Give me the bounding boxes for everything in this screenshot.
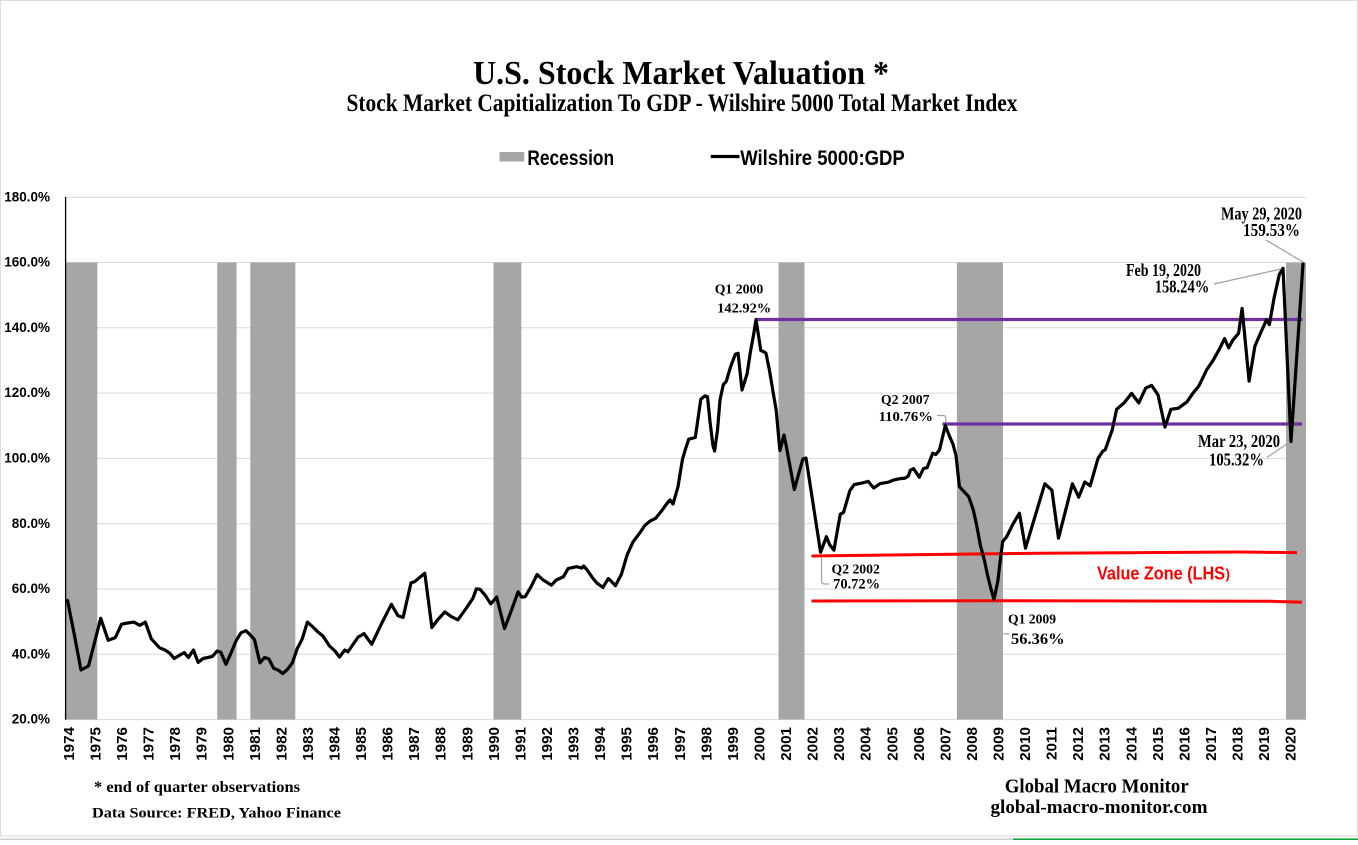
svg-text:2013: 2013 [1097, 727, 1114, 761]
svg-text:): ) [1226, 567, 1231, 582]
svg-text:2011: 2011 [1044, 726, 1061, 760]
svg-text:1974: 1974 [61, 726, 78, 760]
svg-text:* end of quarter observatio: * end of quarter observations [94, 779, 300, 796]
svg-text:2008: 2008 [964, 727, 981, 761]
svg-text:1985: 1985 [353, 726, 370, 760]
svg-text:2015: 2015 [1150, 726, 1167, 760]
svg-text:Q1 2009: Q1 2009 [1008, 613, 1056, 628]
svg-text:global-macro-monitor.com: global-macro-monitor.com [991, 797, 1208, 818]
svg-text:1988: 1988 [433, 727, 450, 761]
svg-text:Stock Market Capitialization: Stock Market Capitialization To GDP - Wi… [347, 90, 1018, 117]
svg-text:110.76%: 110.76% [879, 410, 933, 425]
svg-text:1997: 1997 [672, 727, 689, 761]
svg-text:2010: 2010 [1017, 727, 1034, 761]
svg-text:1992: 1992 [539, 727, 556, 761]
svg-text:1991: 1991 [512, 726, 529, 760]
svg-text:1987: 1987 [406, 727, 423, 761]
svg-text:2020: 2020 [1283, 727, 1300, 761]
svg-text:160.0%: 160.0% [4, 255, 50, 270]
svg-text:105.32%: 105.32% [1209, 449, 1264, 469]
svg-text:Feb 19, 2020: Feb 19, 2020 [1126, 260, 1201, 280]
svg-text:2017: 2017 [1203, 727, 1220, 761]
svg-text:142.92%: 142.92% [717, 301, 771, 316]
svg-text:2004: 2004 [858, 726, 875, 760]
svg-text:Global Macro Monitor: Global Macro Monitor [1005, 776, 1189, 797]
svg-text:Mar 23, 2020: Mar 23, 2020 [1198, 431, 1280, 451]
svg-text:180.0%: 180.0% [4, 189, 50, 204]
svg-text:2003: 2003 [831, 727, 848, 761]
svg-text:1994: 1994 [592, 726, 609, 760]
svg-text:Q2 2007: Q2 2007 [881, 393, 930, 408]
svg-text:60.0%: 60.0% [12, 581, 50, 596]
svg-text:70.72%: 70.72% [833, 577, 880, 593]
svg-text:Value Zone (LHS: Value Zone (LHS [1097, 563, 1225, 584]
svg-text:1984: 1984 [327, 726, 344, 760]
svg-text:1980: 1980 [220, 727, 237, 761]
svg-text:80.0%: 80.0% [12, 516, 50, 531]
svg-text:May 29, 2020: May 29, 2020 [1221, 203, 1302, 223]
svg-text:1976: 1976 [114, 727, 131, 761]
svg-text:2019: 2019 [1256, 727, 1273, 761]
svg-text:1995: 1995 [619, 726, 636, 760]
svg-text:100.0%: 100.0% [4, 451, 50, 466]
svg-text:56.36%: 56.36% [1011, 631, 1065, 648]
svg-text:40.0%: 40.0% [12, 646, 50, 661]
svg-text:2009: 2009 [991, 727, 1008, 761]
svg-text:Wilshire 5000:GDP: Wilshire 5000:GDP [740, 146, 905, 170]
svg-text:Recession: Recession [527, 146, 614, 170]
svg-text:1996: 1996 [645, 727, 662, 761]
svg-text:1990: 1990 [486, 727, 503, 761]
svg-text:2001: 2001 [778, 726, 795, 760]
svg-text:1977: 1977 [141, 727, 158, 761]
svg-text:2002: 2002 [805, 727, 822, 761]
svg-text:Q1 2000: Q1 2000 [715, 283, 764, 298]
svg-text:1998: 1998 [698, 727, 715, 761]
svg-text:1981: 1981 [247, 726, 264, 760]
svg-text:2014: 2014 [1123, 726, 1140, 760]
svg-text:2006: 2006 [911, 727, 928, 761]
svg-text:1999: 1999 [725, 727, 742, 761]
svg-text:2018: 2018 [1230, 727, 1247, 761]
svg-text:U.S. Stock Market Valuation *: U.S. Stock Market Valuation * [473, 55, 889, 92]
svg-text:1986: 1986 [380, 727, 397, 761]
svg-text:Data Source: FRED, Yahoo Fina: Data Source: FRED, Yahoo Finance [92, 806, 341, 822]
svg-text:1989: 1989 [459, 727, 476, 761]
svg-text:1975: 1975 [88, 726, 105, 760]
svg-text:2000: 2000 [752, 727, 769, 761]
svg-text:2007: 2007 [937, 727, 954, 761]
svg-text:2016: 2016 [1176, 727, 1193, 761]
svg-text:159.53%: 159.53% [1243, 220, 1300, 240]
svg-text:20.0%: 20.0% [12, 712, 50, 727]
svg-text:1983: 1983 [300, 727, 317, 761]
svg-text:120.0%: 120.0% [4, 385, 50, 400]
svg-text:2012: 2012 [1070, 727, 1087, 761]
svg-text:1978: 1978 [167, 727, 184, 761]
svg-text:1982: 1982 [273, 727, 290, 761]
svg-text:158.24%: 158.24% [1155, 277, 1210, 297]
svg-text:Q2 2002: Q2 2002 [832, 561, 881, 576]
svg-text:1993: 1993 [566, 727, 583, 761]
svg-text:1979: 1979 [194, 727, 211, 761]
svg-text:2005: 2005 [884, 726, 901, 760]
svg-text:140.0%: 140.0% [4, 320, 50, 335]
